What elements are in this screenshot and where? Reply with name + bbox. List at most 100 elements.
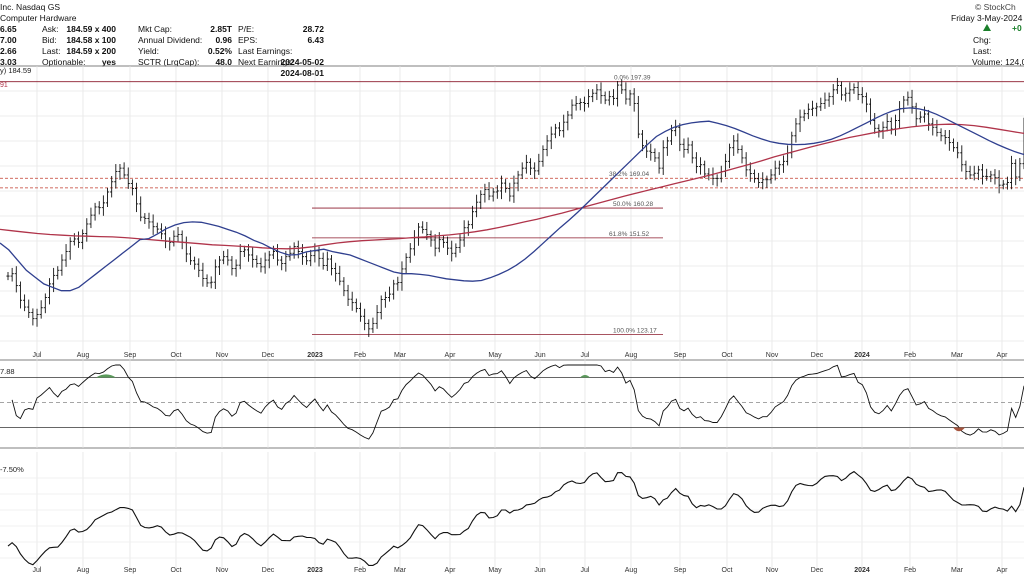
price-month-label: Dec — [811, 352, 824, 359]
price-legend: y) 184.59 — [0, 66, 31, 75]
industry-label: Computer Hardware — [0, 13, 77, 23]
rs-month-label: Jul — [581, 567, 590, 574]
rs-month-label: Nov — [216, 567, 229, 574]
price-month-label: Mar — [394, 352, 407, 359]
sctr-value: 48.0 — [215, 57, 232, 67]
brand-label: © StockCh — [975, 2, 1016, 12]
rs-month-label: Apr — [445, 567, 457, 574]
price-month-label: Sep — [124, 352, 137, 359]
rsi-overbought-fill — [96, 374, 116, 378]
rs-month-label: Oct — [171, 567, 182, 574]
price-month-label: Jun — [534, 352, 545, 359]
yield-label: Yield: — [138, 46, 159, 56]
sma200-line — [0, 123, 1024, 250]
ask-value: 184.59 x 400 — [66, 24, 116, 34]
rsi-overbought-fill — [580, 375, 590, 378]
price-month-label: Apr — [445, 352, 457, 359]
next-earnings-label: Next Earnings: — [238, 57, 294, 67]
eps-label: EPS: — [238, 35, 258, 45]
pe-label: P/E: — [238, 24, 255, 34]
rsi-line — [11, 364, 1024, 440]
price-month-label: May — [488, 352, 502, 359]
yield-value: 0.52% — [207, 46, 232, 56]
rs-month-label: Jul — [33, 567, 42, 574]
eps-value: 6.43 — [307, 35, 324, 45]
rs-month-label: May — [488, 567, 502, 574]
rs-month-label: Dec — [262, 567, 275, 574]
price-month-label: Nov — [216, 352, 229, 359]
rsi-oversold-fill — [953, 427, 965, 432]
rs-month-label: Aug — [625, 567, 638, 574]
sma50-line — [0, 107, 1024, 292]
mktcap-value: 2.85T — [210, 24, 232, 34]
quote-header: Inc. Nasdaq GS Computer Hardware 6.65 7.… — [0, 2, 1024, 78]
sctr-label: SCTR (LrgCap): — [138, 57, 200, 67]
bid-value: 184.58 x 100 — [66, 35, 116, 45]
rs-month-label: 2023 — [307, 567, 323, 574]
rs-month-label: Nov — [766, 567, 779, 574]
fib-level-label: 0.0% 197.39 — [614, 75, 651, 82]
quote-col4: P/E: 28.72 EPS: 6.43 Last Earnings: 2024-05… — [238, 24, 324, 79]
fib-level-label: 61.8% 151.52 — [609, 231, 650, 238]
rs-month-label: Apr — [997, 567, 1009, 574]
fib-level-label: 38.2% 169.04 — [609, 171, 650, 178]
last-earnings-value: 2024-05-02 — [280, 57, 324, 67]
rs-month-label: Mar — [394, 567, 407, 574]
dividend-label: Annual Dividend: — [138, 35, 203, 45]
price-month-label: Nov — [766, 352, 779, 359]
price-month-label: Dec — [262, 352, 275, 359]
rsi-legend: 7.88 — [0, 367, 15, 376]
rs-month-label: Sep — [124, 567, 137, 574]
chg-label: Chg: — [973, 35, 991, 45]
fib-level-label: 100.0% 123.17 — [613, 327, 657, 334]
change-up-icon — [983, 24, 991, 31]
relative-strength-line — [7, 470, 1024, 566]
price-month-label: Sep — [674, 352, 687, 359]
bid-label: Bid: — [42, 35, 57, 45]
price-month-label: Feb — [904, 352, 916, 359]
rs-month-label: Oct — [722, 567, 733, 574]
last-earnings-label: Last Earnings: — [238, 46, 293, 56]
rs-month-label: Sep — [674, 567, 687, 574]
optionable-label: Optionable: — [42, 57, 86, 67]
price-month-label: Jul — [33, 352, 42, 359]
rs-month-label: Aug — [77, 567, 90, 574]
price-month-label: Aug — [625, 352, 638, 359]
rs-legend: -7.50% — [0, 465, 24, 474]
quote-value: 2.66 — [0, 46, 17, 56]
pe-value: 28.72 — [302, 24, 324, 34]
quote-col1: 6.65 7.00 2.66 3.03 — [0, 24, 24, 68]
next-earnings-value: 2024-08-01 — [280, 68, 324, 78]
rs-month-label: Feb — [904, 567, 916, 574]
last-label: Last: — [42, 46, 61, 56]
dividend-value: 0.96 — [215, 35, 232, 45]
price-month-label: 2024 — [854, 352, 870, 359]
optionable-value: yes — [101, 57, 116, 67]
price-month-label: Apr — [997, 352, 1009, 359]
rs-month-label: Mar — [951, 567, 964, 574]
rs-month-label: Feb — [354, 567, 366, 574]
quote-col3: Mkt Cap: 2.85T Annual Dividend: 0.96 Yield… — [138, 24, 232, 68]
ask-label: Ask: — [42, 24, 59, 34]
change-value: +0 — [1012, 23, 1022, 33]
quote-value: 6.65 — [0, 24, 17, 34]
price-month-label: 2023 — [307, 352, 323, 359]
price-month-label: Oct — [722, 352, 733, 359]
volume-label: Volume: 124,0 — [972, 57, 1024, 67]
quote-col2: Ask: 184.59 x 400 Bid: 184.58 x 100 Last: 1… — [42, 24, 116, 68]
fib-level-label: 50.0% 160.28 — [613, 201, 654, 208]
rs-month-label: 2024 — [854, 567, 870, 574]
last-value: 184.59 x 200 — [66, 46, 116, 56]
rs-month-label: Dec — [811, 567, 824, 574]
rs-month-label: Jun — [534, 567, 545, 574]
price-month-label: Aug — [77, 352, 90, 359]
price-legend-sma: 91 — [0, 82, 8, 89]
price-month-label: Mar — [951, 352, 964, 359]
price-month-label: Oct — [171, 352, 182, 359]
last-right-label: Last: — [973, 46, 992, 56]
price-month-label: Feb — [354, 352, 366, 359]
quote-value: 7.00 — [0, 35, 17, 45]
mktcap-label: Mkt Cap: — [138, 24, 173, 34]
quote-value: 3.03 — [0, 57, 17, 67]
